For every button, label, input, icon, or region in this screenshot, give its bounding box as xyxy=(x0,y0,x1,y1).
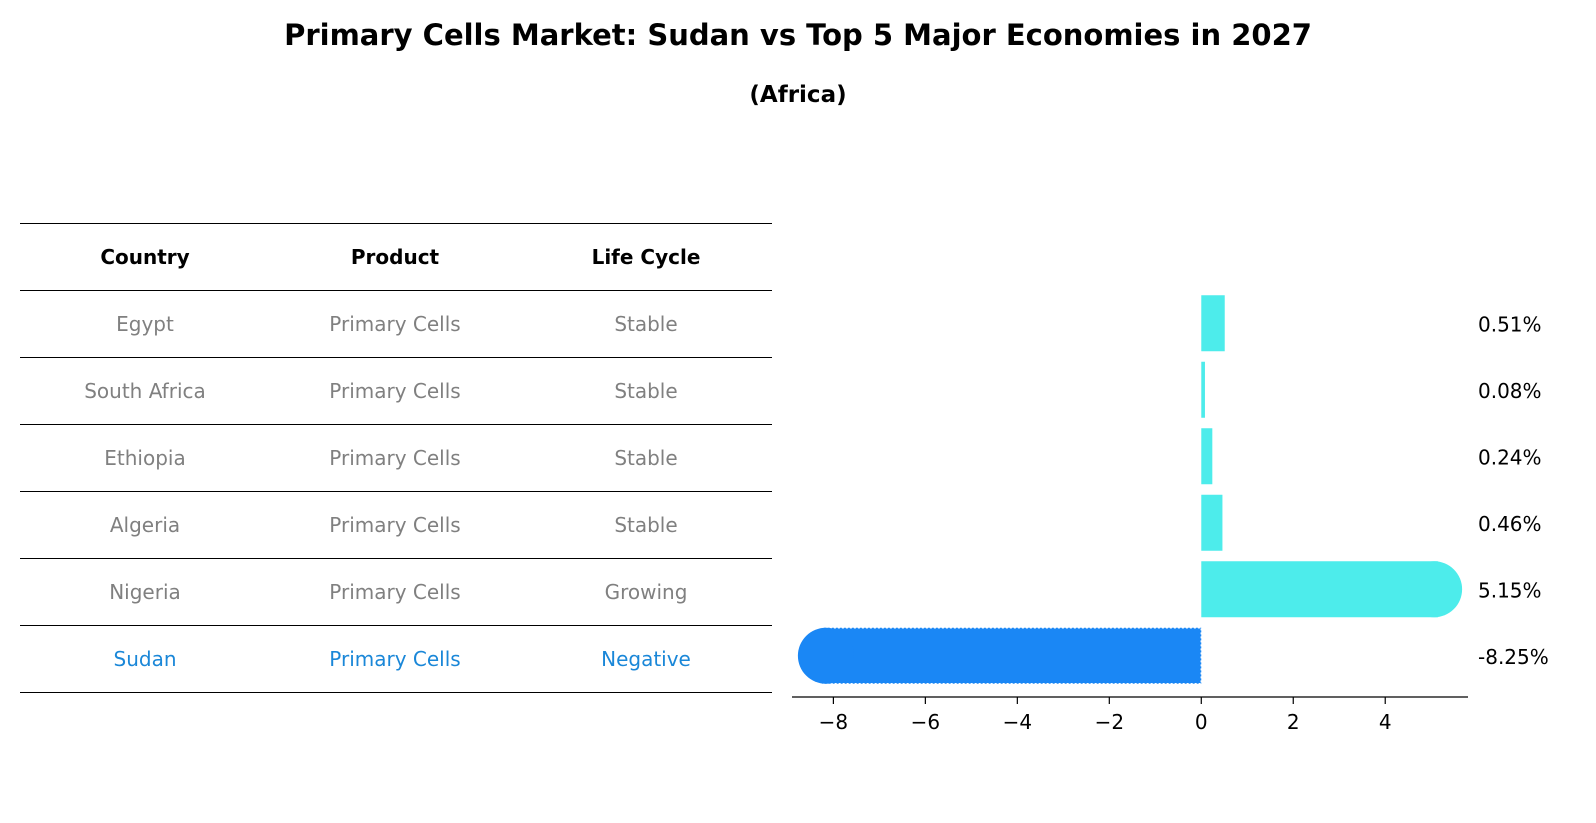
product-cell: Primary Cells xyxy=(270,290,520,358)
chart-title: Primary Cells Market: Sudan vs Top 5 Maj… xyxy=(284,18,1312,52)
comparison-table: Country Product Life Cycle Egypt Primary… xyxy=(20,223,772,693)
bar-rect xyxy=(1201,494,1223,551)
x-tick-label: −4 xyxy=(1003,710,1032,734)
x-tick-label: −6 xyxy=(911,710,940,734)
life-cycle-cell: Growing xyxy=(520,558,772,626)
life-cycle-cell: Stable xyxy=(520,491,772,559)
bar-nigeria xyxy=(1201,561,1463,618)
product-cell: Primary Cells xyxy=(270,491,520,559)
bar-egypt xyxy=(1201,295,1225,352)
data-label: -8.25% xyxy=(1478,645,1549,669)
column-header-product: Product xyxy=(270,223,520,291)
bar-ethiopia xyxy=(1201,428,1213,485)
country-cell: Egypt xyxy=(20,290,270,358)
x-tick-label: 0 xyxy=(1195,710,1208,734)
bar-cap xyxy=(1406,561,1463,618)
product-cell: Primary Cells xyxy=(270,558,520,626)
column-header-country: Country xyxy=(20,223,270,291)
data-label: 5.15% xyxy=(1478,578,1542,602)
country-cell: Ethiopia xyxy=(20,424,270,492)
data-label: 0.51% xyxy=(1478,312,1542,336)
country-cell: Algeria xyxy=(20,491,270,559)
life-cycle-cell: Stable xyxy=(520,357,772,425)
chart-subtitle: (Africa) xyxy=(749,82,847,108)
table-row: Ethiopia Primary Cells Stable xyxy=(20,424,772,492)
data-label: 0.08% xyxy=(1478,379,1542,403)
column-header-life-cycle: Life Cycle xyxy=(520,223,772,291)
x-tick-label: 2 xyxy=(1287,710,1300,734)
life-cycle-cell: Stable xyxy=(520,290,772,358)
bar-algeria xyxy=(1201,494,1223,551)
x-tick-label: −2 xyxy=(1095,710,1124,734)
table-row: Algeria Primary Cells Stable xyxy=(20,491,772,559)
bar-rect xyxy=(1201,561,1439,618)
country-cell: Nigeria xyxy=(20,558,270,626)
table-row: Nigeria Primary Cells Growing xyxy=(20,558,772,626)
table-row-highlight: Sudan Primary Cells Negative xyxy=(20,625,772,693)
table-row: Egypt Primary Cells Stable xyxy=(20,290,772,358)
product-cell: Primary Cells xyxy=(270,625,520,693)
x-tick-label: 4 xyxy=(1379,710,1392,734)
bar-rect xyxy=(1201,295,1225,352)
bar-rect xyxy=(1201,428,1213,485)
bar-cap xyxy=(797,627,854,684)
country-cell: South Africa xyxy=(20,357,270,425)
bar-south-africa xyxy=(1201,361,1205,418)
bar-rect xyxy=(1201,361,1205,418)
product-cell: Primary Cells xyxy=(270,424,520,492)
data-label: 0.46% xyxy=(1478,512,1542,536)
country-cell: Sudan xyxy=(20,625,270,693)
table-row: South Africa Primary Cells Stable xyxy=(20,357,772,425)
x-tick-label: −8 xyxy=(819,710,848,734)
bar-rect xyxy=(821,627,1203,685)
product-cell: Primary Cells xyxy=(270,357,520,425)
life-cycle-cell: Negative xyxy=(520,625,772,693)
bar-sudan xyxy=(797,627,1203,685)
data-label: 0.24% xyxy=(1478,445,1542,469)
life-cycle-cell: Stable xyxy=(520,424,772,492)
table-header-row: Country Product Life Cycle xyxy=(20,223,772,291)
